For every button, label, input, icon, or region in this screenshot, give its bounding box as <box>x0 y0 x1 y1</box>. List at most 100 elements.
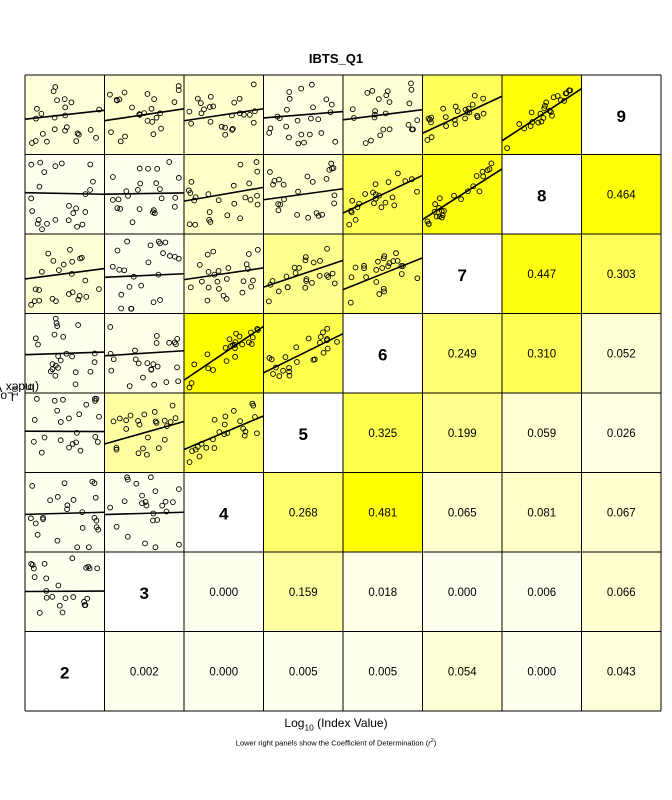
scatter-point <box>91 514 98 521</box>
r-squared-label: 0.000 <box>527 666 556 678</box>
scatter-point <box>284 106 290 113</box>
scatter-point <box>157 297 163 303</box>
scatter-point <box>334 339 340 345</box>
scatter-point <box>229 125 236 132</box>
scatter-point <box>380 126 387 133</box>
scatter-point <box>516 121 523 127</box>
scatter-point <box>162 498 169 505</box>
scatter-point <box>126 284 133 290</box>
scatter-point <box>44 138 50 145</box>
scatter-point <box>480 95 486 102</box>
scatter-point <box>223 358 230 364</box>
scatter-point <box>122 133 128 140</box>
scatter-point <box>150 131 157 137</box>
r-squared-label: 0.268 <box>289 507 318 519</box>
scatter-point <box>54 494 61 500</box>
scatter-point <box>309 179 316 185</box>
scatter-point <box>216 285 222 292</box>
scatter-point <box>188 380 195 386</box>
scatter-point <box>150 361 157 367</box>
scatter-point <box>163 508 170 515</box>
scatter-point <box>237 418 243 424</box>
scatter-point <box>108 129 114 136</box>
r-squared-cell <box>104 631 184 711</box>
scatter-point <box>232 354 238 360</box>
variable-label: 9 <box>617 107 626 126</box>
scatter-point <box>406 100 413 107</box>
scatter-point <box>96 106 102 113</box>
scatter-point <box>175 87 182 93</box>
scatter-point <box>283 123 290 130</box>
r-squared-label: 0.026 <box>607 428 636 440</box>
scatter-point <box>135 360 142 367</box>
scatter-point <box>153 340 160 346</box>
scatter-point <box>171 203 178 210</box>
scatter-point <box>204 297 211 304</box>
scatter-point <box>162 239 169 246</box>
scatter-point <box>51 126 58 133</box>
scatter-point <box>29 208 36 214</box>
r-squared-cell <box>581 472 661 552</box>
scatter-point <box>205 284 212 291</box>
scatter-point <box>152 418 159 425</box>
scatter-point <box>205 365 212 372</box>
scatter-point <box>55 365 61 371</box>
scatter-point <box>373 267 380 273</box>
r-squared-cell <box>502 234 582 314</box>
scatter-point <box>245 339 252 346</box>
scatter-point <box>160 250 166 256</box>
scatter-point <box>324 245 330 252</box>
scatter-point <box>223 276 230 282</box>
r-squared-label: 0.005 <box>289 666 318 678</box>
scatter-point <box>240 425 247 432</box>
scatter-point <box>250 402 257 409</box>
scatter-point <box>152 488 159 495</box>
scatter-point <box>286 134 292 141</box>
scatter-point <box>37 159 44 166</box>
scatter-point <box>452 121 459 127</box>
scatter-point <box>75 322 81 328</box>
scatter-point <box>210 103 217 110</box>
scatter-point <box>51 397 58 404</box>
r-squared-label: 0.159 <box>289 587 318 599</box>
r-squared-label: 0.481 <box>368 507 397 519</box>
scatter-point <box>73 205 79 212</box>
r-squared-label: 0.000 <box>209 587 238 599</box>
scatter-point <box>152 544 159 551</box>
scatter-point <box>144 451 150 458</box>
scatter-point <box>254 168 261 175</box>
scatter-point <box>379 265 386 271</box>
scatter-point <box>110 418 117 425</box>
regression-line <box>263 187 344 201</box>
scatter-point <box>75 296 82 303</box>
r-squared-cell <box>422 472 502 552</box>
r-squared-cell <box>581 393 661 473</box>
r-squared-cell <box>581 552 661 632</box>
r-squared-label: 0.464 <box>607 189 636 201</box>
scatter-point <box>538 118 545 125</box>
scatter-point <box>138 282 145 289</box>
scatter-point <box>32 138 39 144</box>
r-squared-cell <box>343 552 423 632</box>
scatter-point <box>40 516 46 523</box>
scatter-point <box>348 274 355 281</box>
scatter-point <box>54 537 61 544</box>
diagonal-cell <box>104 552 184 632</box>
scatter-point <box>143 502 150 509</box>
scatter-point <box>60 333 67 340</box>
scatter-point <box>92 398 98 404</box>
scatter-point <box>386 99 393 105</box>
scatter-point <box>41 434 48 441</box>
scatter-point <box>36 287 42 293</box>
r-squared-cell <box>263 631 343 711</box>
r-squared-label: 0.081 <box>527 507 556 519</box>
regression-line <box>263 110 344 119</box>
scatter-point <box>242 194 249 201</box>
scatter-point <box>145 434 151 441</box>
scatter-point <box>541 105 548 112</box>
scatter-point <box>107 324 114 330</box>
scatter-point <box>452 103 459 110</box>
scatter-point <box>81 598 87 605</box>
r-squared-label: 0.067 <box>607 507 636 519</box>
regression-line <box>183 415 264 451</box>
